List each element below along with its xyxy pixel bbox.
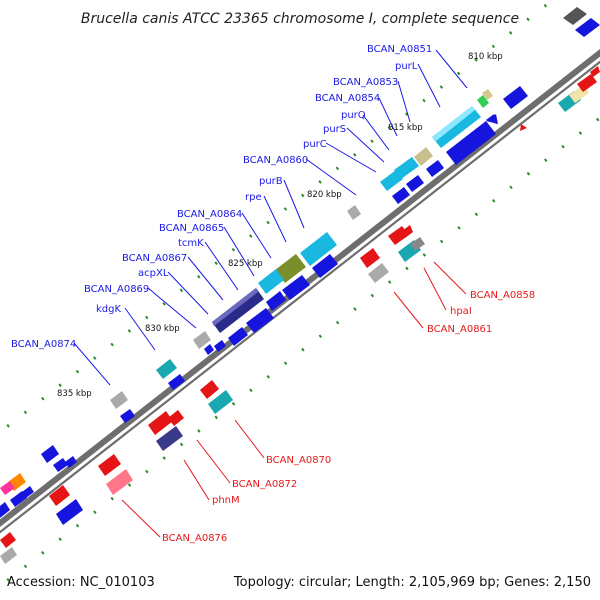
gene-label-bcan-a0872: BCAN_A0872: [232, 479, 297, 490]
gene-label-bcan-a0869: BCAN_A0869: [84, 284, 149, 295]
map-title: Brucella canis ATCC 23365 chromosome I, …: [81, 11, 519, 27]
gene-label-acpxl: acpXL: [138, 268, 169, 279]
gene-label-bcan-a0858: BCAN_A0858: [470, 290, 535, 301]
scale-label-830kbp: 830 kbp: [145, 324, 180, 334]
gene-label-bcan-a0854: BCAN_A0854: [315, 93, 380, 104]
gene-label-kdgk: kdgK: [96, 304, 121, 315]
gene-label-bcan-a0867: BCAN_A0867: [122, 253, 187, 264]
gene-label-bcan-a0876: BCAN_A0876: [162, 533, 227, 544]
scale-label-820kbp: 820 kbp: [307, 190, 342, 200]
forward-strand-features: [0, 7, 600, 518]
gene-label-bcan-a0865: BCAN_A0865: [159, 223, 224, 234]
accession-text: Accession: NC_010103: [7, 575, 155, 590]
gene-label-purl: purL: [395, 61, 418, 72]
gene-label-bcan-a0860: BCAN_A0860: [243, 155, 308, 166]
gene-label-tcmk: tcmK: [178, 238, 204, 249]
gene-label-purs: purS: [323, 124, 346, 135]
scale-labels: 810 kbp 815 kbp 820 kbp 825 kbp 830 kbp …: [57, 52, 503, 399]
gene-label-bcan-a0853: BCAN_A0853: [333, 77, 398, 88]
gene-label-bcan-a0864: BCAN_A0864: [177, 209, 242, 220]
reverse-gene-labels: BCAN_A0858 hpaI BCAN_A0861 BCAN_A0870 BC…: [162, 290, 535, 544]
gene-label-bcan-a0874: BCAN_A0874: [11, 339, 76, 350]
gene-label-bcan-a0861: BCAN_A0861: [427, 324, 492, 335]
gene-label-purq: purQ: [341, 110, 366, 121]
scale-label-815kbp: 815 kbp: [388, 123, 423, 133]
reverse-leader-lines: [121, 261, 467, 538]
gene-label-bcan-a0851: BCAN_A0851: [367, 44, 432, 55]
gene-label-rpe: rpe: [245, 192, 262, 203]
forward-gene-labels: BCAN_A0851 purL BCAN_A0853 BCAN_A0854 pu…: [11, 44, 432, 350]
scale-label-825kbp: 825 kbp: [228, 259, 263, 269]
gene-label-purc: purC: [303, 139, 327, 150]
position-tick-track-lower: [0, 115, 600, 589]
forward-leader-lines: [73, 49, 468, 386]
scale-label-810kbp: 810 kbp: [468, 52, 503, 62]
gene-label-phnm: phnM: [212, 495, 240, 506]
gene-label-bcan-a0870: BCAN_A0870: [266, 455, 331, 466]
gene-label-hpai: hpaI: [450, 306, 472, 317]
gene-label-purb: purB: [259, 176, 283, 187]
topology-text: Topology: circular; Length: 2,105,969 bp…: [233, 575, 591, 590]
position-tick-track-upper: [0, 0, 556, 435]
reverse-strand-features: [0, 66, 600, 564]
scale-label-835kbp: 835 kbp: [57, 389, 92, 399]
